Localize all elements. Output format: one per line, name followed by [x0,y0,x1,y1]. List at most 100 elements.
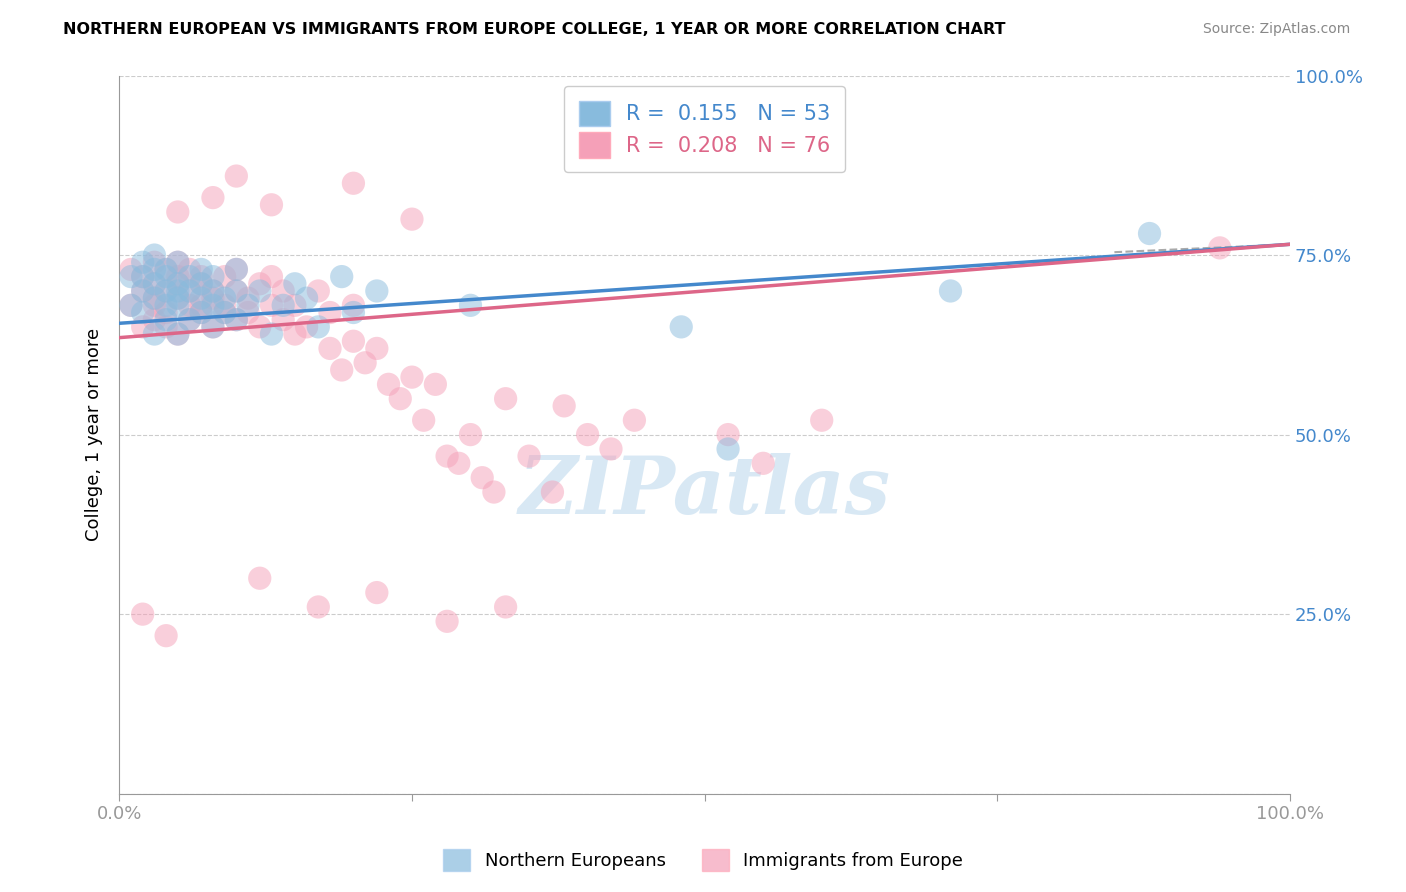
Point [131,319,153,334]
Point [155,284,177,298]
Point [201,291,224,305]
Point [401,212,423,227]
Point [143,255,166,269]
Point [201,269,224,284]
Point [249,571,271,585]
Point [143,277,166,291]
Point [295,319,318,334]
Point [460,298,482,312]
Point [330,269,353,284]
Point [214,305,236,319]
Point [284,277,307,291]
Point [166,205,188,219]
Point [342,176,364,190]
Point [366,585,388,599]
Point [190,269,212,284]
Point [143,262,166,277]
Point [166,327,188,342]
Point [225,284,247,298]
Point [143,298,166,312]
Text: NORTHERN EUROPEAN VS IMMIGRANTS FROM EUROPE COLLEGE, 1 YEAR OR MORE CORRELATION : NORTHERN EUROPEAN VS IMMIGRANTS FROM EUR… [63,22,1005,37]
Point [143,312,166,326]
Point [284,298,307,312]
Point [236,305,259,319]
Point [131,305,153,319]
Point [179,298,201,312]
Point [495,599,517,614]
Point [447,456,470,470]
Point [201,319,224,334]
Point [155,262,177,277]
Point [166,255,188,269]
Point [671,319,693,334]
Point [495,392,517,406]
Point [155,312,177,326]
Point [190,277,212,291]
Point [166,327,188,342]
Point [412,413,434,427]
Legend: R =  0.155   N = 53, R =  0.208   N = 76: R = 0.155 N = 53, R = 0.208 N = 76 [564,86,845,172]
Point [143,248,166,262]
Point [271,312,294,326]
Point [319,342,342,356]
Point [482,485,505,500]
Point [201,319,224,334]
Point [366,284,388,298]
Point [225,262,247,277]
Point [307,599,329,614]
Point [166,255,188,269]
Point [201,191,224,205]
Text: ZIPatlas: ZIPatlas [519,453,891,531]
Point [354,356,377,370]
Point [214,291,236,305]
Point [236,291,259,305]
Point [249,277,271,291]
Point [260,269,283,284]
Point [939,284,962,298]
Point [1139,227,1161,241]
Point [131,269,153,284]
Point [190,291,212,305]
Point [155,298,177,312]
Point [120,298,142,312]
Point [190,305,212,319]
Point [201,284,224,298]
Point [600,442,623,456]
Point [166,298,188,312]
Point [260,298,283,312]
Point [179,312,201,326]
Legend: Northern Europeans, Immigrants from Europe: Northern Europeans, Immigrants from Euro… [436,842,970,879]
Point [389,392,412,406]
Point [179,284,201,298]
Point [236,298,259,312]
Point [155,629,177,643]
Point [143,291,166,305]
Point [143,291,166,305]
Point [166,269,188,284]
Point [155,305,177,319]
Point [120,298,142,312]
Point [225,312,247,326]
Y-axis label: College, 1 year or more: College, 1 year or more [86,328,103,541]
Point [166,291,188,305]
Point [214,298,236,312]
Point [155,284,177,298]
Point [366,342,388,356]
Point [225,312,247,326]
Point [271,298,294,312]
Point [225,284,247,298]
Point [342,298,364,312]
Point [425,377,447,392]
Point [190,298,212,312]
Point [319,305,342,319]
Point [190,305,212,319]
Point [166,277,188,291]
Point [131,269,153,284]
Point [553,399,575,413]
Point [179,262,201,277]
Point [166,284,188,298]
Point [295,291,318,305]
Text: Source: ZipAtlas.com: Source: ZipAtlas.com [1202,22,1350,37]
Point [471,471,494,485]
Point [576,427,599,442]
